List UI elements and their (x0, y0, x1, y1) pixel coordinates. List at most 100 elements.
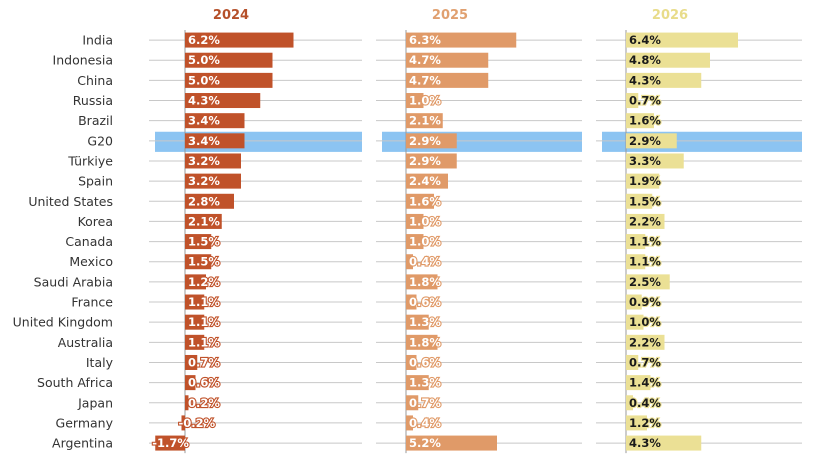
value-label: 4.3% (188, 94, 220, 108)
bar (626, 274, 670, 290)
bar (185, 294, 205, 310)
value-label: 0.6% (409, 355, 441, 369)
panel-header: 2024 (213, 8, 249, 23)
value-label: 2.4% (409, 174, 441, 188)
value-label: 3.4% (188, 134, 220, 148)
country-label-layer: India Indonesia China Russia Brazil G20 Türkiy… (13, 33, 114, 451)
bar (406, 213, 424, 229)
bar (185, 354, 198, 370)
country-label: Italy (86, 355, 114, 370)
country-label: India (82, 33, 113, 48)
highlight-band-layer (155, 131, 802, 152)
bar (185, 72, 273, 88)
bar (406, 415, 413, 431)
value-label: 1.2% (188, 275, 220, 289)
value-label: 1.0% (409, 214, 441, 228)
bar (406, 395, 419, 411)
value-label: 6.4% (629, 33, 661, 47)
bar (626, 93, 639, 109)
value-label: 0.4% (629, 396, 661, 410)
bar (626, 153, 684, 169)
bar (406, 93, 424, 109)
value-label: 1.2% (629, 416, 661, 430)
value-label: 0.7% (409, 396, 441, 410)
value-label: 2.9% (409, 154, 441, 168)
bar (185, 375, 196, 391)
bar (155, 435, 185, 451)
value-label: 6.3% (409, 33, 441, 47)
value-label: 1.5% (629, 194, 661, 208)
value-label: 0.9% (629, 295, 661, 309)
value-label: -0.2% (179, 416, 216, 430)
bar (626, 415, 647, 431)
value-label: 4.3% (629, 73, 661, 87)
bar (406, 173, 448, 189)
bar (406, 193, 434, 209)
value-label: 6.2% (188, 33, 220, 47)
value-label: 0.4% (409, 255, 441, 269)
country-label: Germany (56, 415, 114, 430)
value-label: 1.1% (629, 235, 661, 249)
value-label: 4.7% (409, 53, 441, 67)
value-label: 1.8% (409, 335, 441, 349)
bar (626, 294, 642, 310)
bar (406, 133, 457, 149)
value-label: 3.4% (188, 114, 220, 128)
country-label: Saudi Arabia (34, 274, 113, 289)
bar (185, 254, 212, 270)
value-label: 4.8% (629, 53, 661, 67)
bar (626, 133, 677, 149)
value-label: 0.6% (188, 376, 220, 390)
value-label: 0.7% (629, 355, 661, 369)
bar (406, 234, 424, 250)
country-label: Japan (77, 395, 113, 410)
country-label: United States (28, 194, 113, 209)
bar (406, 254, 413, 270)
value-label: 1.5% (188, 255, 220, 269)
country-label: Indonesia (53, 53, 113, 68)
bar (185, 153, 241, 169)
value-label: 4.7% (409, 73, 441, 87)
country-label: G20 (87, 133, 113, 148)
country-label: France (71, 295, 113, 310)
bar (626, 213, 665, 229)
country-label: Korea (78, 214, 113, 229)
value-label: 0.7% (629, 94, 661, 108)
value-label: 0.2% (188, 396, 220, 410)
bar (406, 314, 429, 330)
country-label: United Kingdom (13, 315, 113, 330)
bar (626, 32, 738, 48)
value-label: 2.5% (629, 275, 661, 289)
country-label: Spain (78, 174, 113, 189)
panel-header: 2026 (652, 8, 688, 23)
value-label: 1.0% (629, 315, 661, 329)
bar (185, 133, 245, 149)
bar (185, 52, 273, 68)
value-label: 5.0% (188, 73, 220, 87)
bar (626, 375, 651, 391)
country-label: South Africa (37, 375, 113, 390)
bar (185, 334, 205, 350)
bar (626, 52, 710, 68)
value-label: 1.4% (629, 376, 661, 390)
bar (406, 294, 417, 310)
value-label: 0.6% (409, 295, 441, 309)
bar (185, 213, 222, 229)
bar-layer (155, 32, 738, 451)
panel-header: 2025 (432, 8, 468, 23)
bar (185, 32, 294, 48)
value-label: 5.0% (188, 53, 220, 67)
value-label: 1.1% (188, 295, 220, 309)
bar (185, 173, 241, 189)
bar (406, 354, 417, 370)
bar (181, 415, 185, 431)
value-label: 1.6% (409, 194, 441, 208)
value-label: 2.9% (409, 134, 441, 148)
value-label: 4.3% (629, 436, 661, 450)
bar (406, 113, 443, 129)
value-label: 1.3% (409, 376, 441, 390)
country-label: Brazil (78, 113, 113, 128)
value-label: 3.3% (629, 154, 661, 168)
value-label: 3.2% (188, 154, 220, 168)
